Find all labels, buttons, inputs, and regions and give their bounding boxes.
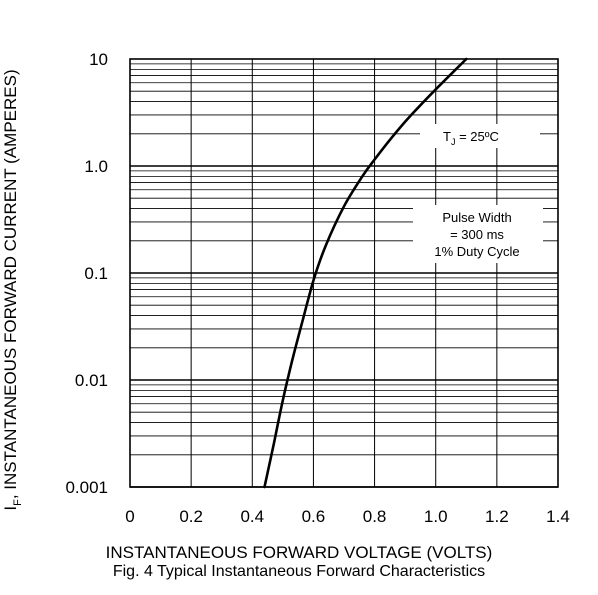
x-tick-label: 0 — [125, 507, 134, 526]
x-tick-labels: 0 0.2 0.4 0.6 0.8 1.0 1.2 1.4 — [125, 507, 570, 526]
x-tick-label: 0.8 — [363, 507, 387, 526]
forward-current-curve — [263, 57, 468, 489]
x-axis-label: INSTANTANEOUS FORWARD VOLTAGE (VOLTS) — [105, 543, 493, 562]
pulse-annotation-line-2: = 300 ms — [450, 227, 504, 242]
x-tick-label: 0.2 — [179, 507, 203, 526]
x-tick-label: 0.4 — [240, 507, 264, 526]
pulse-annotation-box — [413, 205, 543, 263]
tj-annotation-box — [420, 124, 540, 148]
pulse-annotation-line-1: Pulse Width — [442, 210, 511, 225]
plot-frame — [129, 58, 559, 488]
pulse-annotation-line-3: 1% Duty Cycle — [434, 244, 519, 259]
x-tick-label: 0.6 — [302, 507, 326, 526]
y-axis-label: IF, INSTANTANEOUS FORWARD CURRENT (AMPER… — [1, 69, 24, 510]
y-tick-label: 10 — [89, 50, 108, 69]
x-tick-label: 1.2 — [485, 507, 509, 526]
tj-annotation: TJ = 25ºC — [443, 129, 499, 147]
y-tick-label: 0.001 — [65, 478, 108, 497]
figure-caption: Fig. 4 Typical Instantaneous Forward Cha… — [112, 563, 486, 580]
y-tick-label: 0.01 — [75, 371, 108, 390]
x-tick-label: 1.0 — [424, 507, 448, 526]
grid — [129, 59, 559, 488]
y-tick-labels: 0.001 0.01 0.1 1.0 10 — [65, 50, 108, 497]
x-tick-label: 1.4 — [546, 507, 570, 526]
y-tick-label: 1.0 — [84, 157, 108, 176]
y-tick-label: 0.1 — [84, 264, 108, 283]
